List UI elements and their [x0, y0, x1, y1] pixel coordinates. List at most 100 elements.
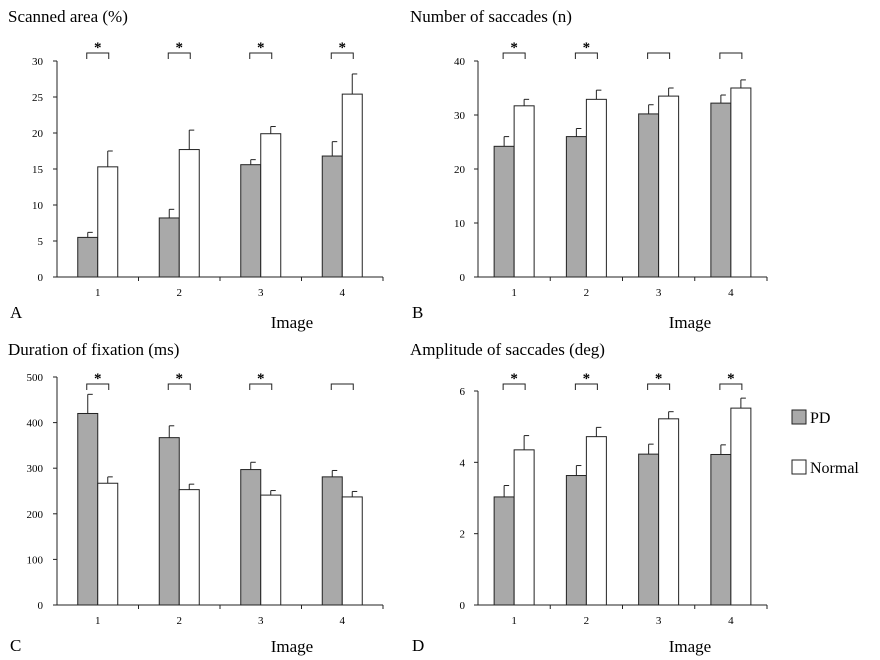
panel-title: Scanned area (%)	[8, 7, 128, 26]
significance-bracket	[167, 383, 191, 390]
y-tick-label: 100	[27, 554, 44, 566]
x-tick-label: 2	[177, 615, 183, 627]
significance-star: *	[727, 371, 735, 387]
x-tick-label: 3	[258, 287, 264, 299]
y-tick-label: 20	[32, 128, 44, 140]
legend-swatch-normal	[791, 459, 807, 475]
x-tick-label: 1	[511, 615, 517, 627]
y-tick-label: 25	[32, 92, 44, 104]
bar-normal-1	[513, 449, 535, 606]
x-axis-title: Image	[669, 637, 711, 656]
panel-a: Scanned area (%) A Image 0 5 10 15 20 25 30 1 * 2 * 3 *…	[8, 7, 384, 332]
significance-star: *	[583, 40, 591, 56]
x-tick-label: 3	[258, 615, 264, 627]
bar-pd-3	[240, 164, 262, 278]
x-axis-title: Image	[271, 637, 313, 656]
panel-title: Duration of fixation (ms)	[8, 340, 179, 359]
bar-normal-1	[97, 482, 119, 606]
y-tick-label: 0	[38, 272, 44, 284]
panel-letter: B	[412, 303, 423, 322]
significance-bracket	[647, 383, 671, 390]
panel-d: Amplitude of saccades (deg) D Image 0 2 4 6 1 * 2…	[410, 340, 768, 656]
panel-b: Number of saccades (n) B Image 0 10 20 30 40 1 * 2…	[410, 7, 768, 332]
significance-bracket	[502, 383, 526, 390]
y-tick-label: 5	[38, 236, 44, 248]
significance-star: *	[176, 371, 184, 387]
panel-letter: C	[10, 636, 21, 655]
bar-normal-1	[513, 105, 535, 278]
bar-normal-4	[730, 407, 752, 606]
significance-star: *	[257, 40, 265, 56]
significance-star: *	[583, 371, 591, 387]
significance-bracket	[86, 383, 110, 390]
y-tick-label: 0	[460, 600, 466, 612]
bar-normal-3	[260, 494, 282, 606]
panel-letter: A	[10, 303, 23, 322]
y-tick-label: 30	[32, 56, 44, 68]
y-tick-label: 40	[454, 56, 466, 68]
significance-bracket	[574, 52, 598, 59]
significance-star: *	[94, 371, 102, 387]
x-tick-label: 2	[177, 287, 183, 299]
y-tick-label: 4	[460, 457, 466, 469]
significance-bracket	[502, 52, 526, 59]
significance-star: *	[257, 371, 265, 387]
x-tick-label: 2	[584, 287, 590, 299]
x-tick-label: 4	[728, 615, 734, 627]
x-tick-label: 4	[340, 287, 346, 299]
significance-bracket	[574, 383, 598, 390]
bar-normal-2	[585, 98, 607, 278]
x-tick-label: 1	[95, 287, 101, 299]
legend: PD Normal	[791, 409, 859, 477]
panel-letter: D	[412, 636, 424, 655]
panel-title: Number of saccades (n)	[410, 7, 572, 26]
bar-pd-4	[321, 476, 343, 606]
significance-bracket	[249, 383, 273, 390]
y-tick-label: 500	[27, 372, 44, 384]
significance-bracket	[330, 52, 354, 59]
significance-star: *	[510, 40, 518, 56]
x-tick-label: 2	[584, 615, 590, 627]
legend-label: Normal	[810, 460, 859, 477]
y-tick-label: 15	[32, 164, 44, 176]
bar-pd-3	[638, 453, 660, 606]
bar-normal-2	[178, 149, 200, 278]
bar-pd-2	[158, 437, 180, 606]
significance-star: *	[655, 371, 663, 387]
bar-normal-1	[97, 166, 119, 278]
bar-pd-4	[710, 453, 732, 606]
y-tick-label: 300	[27, 463, 44, 475]
significance-star: *	[339, 40, 347, 56]
bar-pd-2	[565, 136, 587, 278]
significance-star: *	[510, 371, 518, 387]
y-tick-label: 0	[38, 600, 44, 612]
significance-star: *	[176, 40, 184, 56]
bar-pd-2	[565, 475, 587, 606]
bar-normal-2	[178, 489, 200, 606]
bar-normal-4	[341, 93, 363, 278]
x-axis-title: Image	[271, 313, 313, 332]
x-tick-label: 3	[656, 615, 662, 627]
panel-c: Duration of fixation (ms) C Image 0 100 200 30…	[8, 340, 384, 656]
bar-pd-4	[710, 102, 732, 278]
x-tick-label: 3	[656, 287, 662, 299]
y-tick-label: 0	[460, 272, 466, 284]
significance-bracket	[719, 52, 743, 59]
panel-title: Amplitude of saccades (deg)	[410, 340, 605, 359]
x-axis-title: Image	[669, 313, 711, 332]
x-tick-label: 4	[340, 615, 346, 627]
y-tick-label: 400	[27, 418, 44, 430]
significance-star: *	[94, 40, 102, 56]
bar-normal-3	[658, 95, 680, 278]
bar-normal-4	[730, 87, 752, 278]
significance-bracket	[647, 52, 671, 59]
bar-normal-3	[260, 133, 282, 278]
bar-pd-3	[638, 113, 660, 278]
bar-pd-3	[240, 469, 262, 606]
y-tick-label: 20	[454, 164, 466, 176]
x-tick-label: 1	[511, 287, 517, 299]
bar-pd-2	[158, 217, 180, 278]
legend-label: PD	[810, 410, 830, 427]
x-tick-label: 4	[728, 287, 734, 299]
